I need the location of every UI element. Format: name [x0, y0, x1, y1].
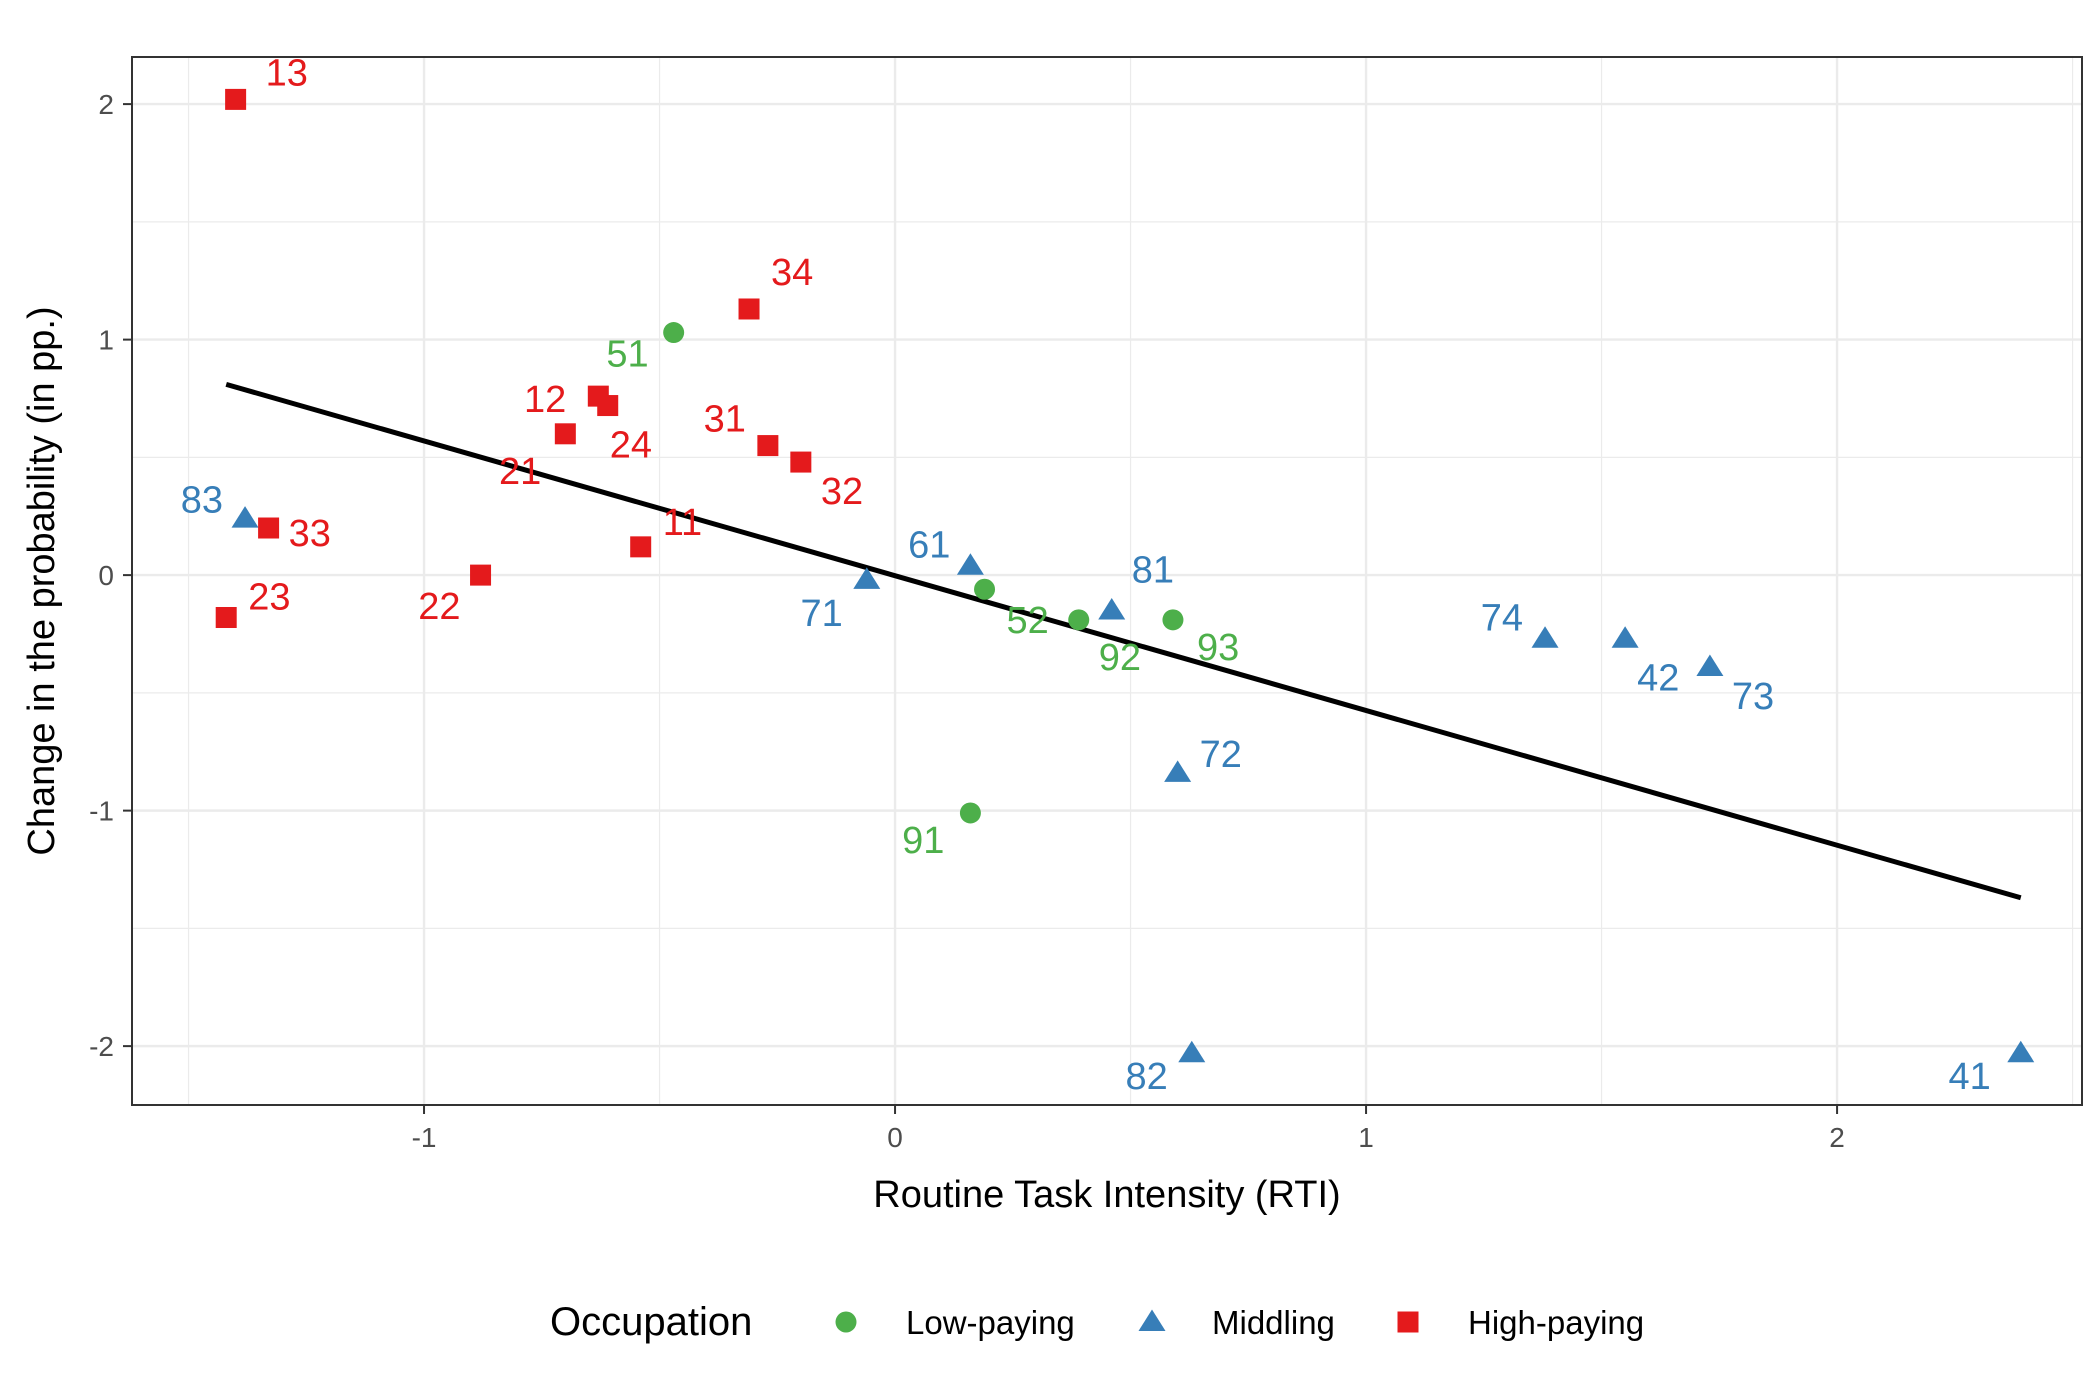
data-points-layer — [215, 88, 2035, 1063]
y-tick-label: 2 — [98, 89, 114, 120]
legend-label: High-paying — [1468, 1304, 1644, 1341]
data-point-71 — [853, 567, 881, 589]
data-point-82 — [1178, 1040, 1206, 1063]
point-label-81: 81 — [1132, 549, 1174, 591]
legend-key-square — [1397, 1311, 1419, 1333]
point-label-74: 74 — [1481, 598, 1523, 640]
point-labels-layer: 51 52 92 93 91 83 61 71 81 72 82 74 42 73 41 13 34 12 24 21… — [181, 52, 1991, 1098]
x-axis-ticks: -1 0 1 2 — [412, 1105, 1845, 1153]
legend-label: Low-paying — [906, 1304, 1075, 1341]
x-tick-label: 0 — [887, 1122, 903, 1153]
data-point-11 — [630, 536, 652, 558]
point-label-82: 82 — [1126, 1056, 1168, 1098]
data-point-81 — [1098, 597, 1126, 620]
fit-line-layer — [225, 381, 2022, 901]
x-tick-label: -1 — [412, 1122, 437, 1153]
x-tick-label: 2 — [1829, 1122, 1845, 1153]
data-point-52 — [974, 578, 996, 600]
legend: Occupation Low-paying Middling High-paying — [550, 1300, 1644, 1344]
point-label-51: 51 — [606, 334, 648, 376]
point-label-13: 13 — [266, 52, 308, 94]
data-point-93 — [1162, 609, 1184, 631]
y-tick-label: 0 — [98, 560, 114, 591]
data-point-21 — [554, 423, 576, 445]
y-axis-ticks: -2 -1 0 1 2 — [89, 89, 132, 1062]
point-label-91: 91 — [902, 820, 944, 862]
point-label-42: 42 — [1637, 658, 1679, 700]
y-axis-title: Change in the probability (in pp.) — [21, 306, 63, 855]
point-label-22: 22 — [418, 586, 460, 628]
x-tick-label: 1 — [1358, 1122, 1374, 1153]
point-label-52: 52 — [1007, 600, 1049, 642]
point-label-33: 33 — [289, 513, 331, 555]
point-label-71: 71 — [801, 593, 843, 635]
point-label-32: 32 — [821, 471, 863, 513]
legend-label: Middling — [1212, 1304, 1335, 1341]
y-tick-label: -2 — [89, 1031, 114, 1062]
data-point-24 — [597, 395, 619, 417]
legend-key-circle — [835, 1311, 857, 1333]
point-label-31: 31 — [704, 399, 746, 441]
data-point-41 — [2007, 1040, 2035, 1063]
data-point-42 — [1611, 626, 1639, 648]
legend-title: Occupation — [550, 1300, 752, 1344]
data-point-72 — [1164, 760, 1192, 782]
data-point-74 — [1531, 626, 1559, 648]
point-label-83: 83 — [181, 480, 223, 522]
data-point-22 — [470, 564, 492, 586]
data-point-91 — [959, 802, 981, 824]
data-point-61 — [956, 553, 984, 575]
point-label-21: 21 — [499, 451, 541, 493]
point-label-23: 23 — [248, 577, 290, 619]
point-label-93: 93 — [1197, 627, 1239, 669]
legend-key-triangle — [1138, 1309, 1166, 1331]
data-point-13 — [225, 88, 247, 110]
major-gridlines — [132, 57, 2082, 1105]
point-label-61: 61 — [908, 525, 950, 567]
y-tick-label: 1 — [98, 325, 114, 356]
data-point-33 — [258, 517, 280, 539]
data-point-34 — [738, 298, 760, 320]
y-tick-label: -1 — [89, 796, 114, 827]
point-label-24: 24 — [610, 425, 652, 467]
point-label-12: 12 — [524, 379, 566, 421]
x-axis-title: Routine Task Intensity (RTI) — [873, 1174, 1340, 1216]
data-point-32 — [790, 451, 812, 473]
point-label-73: 73 — [1732, 676, 1774, 718]
data-point-83 — [231, 506, 259, 528]
point-label-72: 72 — [1200, 734, 1242, 776]
plot-panel-border — [131, 56, 2083, 1106]
point-label-41: 41 — [1948, 1056, 1990, 1098]
point-label-34: 34 — [771, 252, 813, 294]
data-point-92 — [1068, 609, 1090, 631]
data-point-23 — [215, 607, 237, 629]
data-point-51 — [663, 322, 685, 344]
minor-gridlines — [132, 57, 2082, 1105]
point-label-92: 92 — [1099, 637, 1141, 679]
regression-line — [225, 381, 2022, 901]
data-point-73 — [1696, 654, 1724, 676]
data-point-31 — [757, 435, 779, 457]
point-label-11: 11 — [663, 502, 702, 544]
